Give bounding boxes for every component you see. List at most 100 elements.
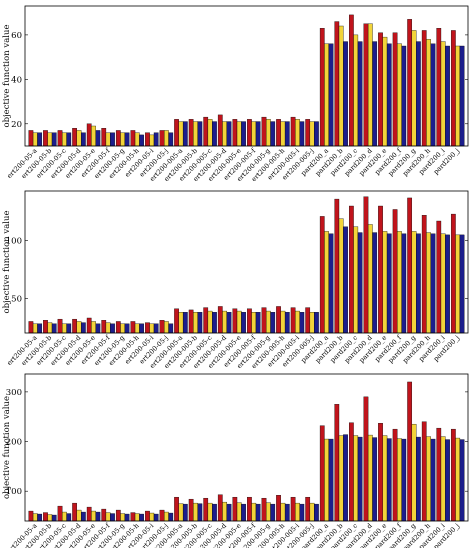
bar-ert200-005-i-s2 [295, 310, 300, 334]
bar-ert200-005-g-s1 [261, 497, 267, 522]
bar-ert200-05-c-s1 [57, 318, 63, 334]
bar-pard200_h-s3 [430, 438, 436, 522]
bar-pard200_c-s1 [349, 205, 354, 334]
bar-ert200-05-f-s3 [110, 323, 115, 334]
bar-pard200_f-s2 [397, 231, 402, 334]
bar-ert200-05-h-s1 [130, 321, 136, 334]
bar-pard200_e-s1 [378, 205, 383, 334]
bar-pard200_b-s3 [343, 434, 348, 522]
bar-ert200-005-c-s1 [203, 497, 209, 522]
bar-ert200-05-f-s2 [105, 512, 111, 522]
y-axis-label: objective function value [2, 24, 12, 127]
bar-ert200-005-i-s3 [299, 503, 305, 522]
bar-ert200-005-j-s3 [314, 312, 319, 334]
bar-ert200-005-c-s1 [203, 116, 209, 147]
bar-ert200-005-f-s1 [247, 308, 252, 334]
bar-ert200-05-e-s1 [86, 317, 92, 334]
bar-ert200-05-g-s2 [120, 323, 126, 334]
bar-ert200-005-e-s1 [232, 308, 238, 334]
bar-ert200-005-e-s2 [236, 502, 242, 522]
bar-ert200-005-f-s2 [251, 121, 257, 147]
bar-ert200-05-i-s3 [153, 323, 159, 334]
bar-ert200-005-i-s1 [290, 496, 296, 522]
bar-pard200_f-s3 [401, 438, 407, 522]
bar-ert200-005-f-s1 [247, 119, 252, 147]
bar-ert200-05-c-s2 [62, 323, 67, 334]
y-tick-label: 100 [6, 237, 22, 247]
bar-ert200-005-b-s3 [197, 121, 203, 147]
bar-pard200_c-s2 [353, 226, 359, 334]
bar-pard200_f-s1 [392, 32, 398, 147]
bar-pard200_j-s1 [450, 428, 456, 522]
bar-ert200-005-a-s2 [178, 121, 184, 147]
bar-ert200-005-g-s1 [261, 307, 267, 334]
bar-pard200_e-s3 [386, 43, 392, 147]
bar-pard200_d-s1 [363, 23, 369, 147]
bar-pard200_f-s1 [392, 428, 398, 522]
bar-ert200-05-d-s1 [72, 318, 77, 334]
bar-pard200_i-s1 [436, 427, 442, 522]
bar-ert200-05-h-s3 [139, 134, 144, 147]
bar-ert200-05-b-s3 [51, 323, 57, 334]
bar-ert200-05-d-s3 [80, 132, 86, 147]
bar-pard200_d-s1 [363, 396, 369, 522]
bar-ert200-005-g-s3 [270, 503, 276, 522]
bar-pard200_d-s1 [363, 196, 369, 334]
bar-ert200-05-i-s3 [153, 513, 159, 522]
bar-pard200_h-s3 [430, 233, 436, 334]
bar-ert200-005-g-s3 [270, 312, 276, 334]
bar-pard200_j-s1 [450, 30, 456, 147]
bar-ert200-005-j-s2 [309, 502, 315, 522]
bar-ert200-05-c-s2 [62, 132, 67, 147]
bar-pard200_g-s3 [416, 41, 421, 147]
bar-pard200_f-s2 [397, 438, 402, 522]
chart-panel-middle: ert200-05-aert200-05-bert200-05-cert200-… [2, 190, 469, 370]
bar-ert200-005-f-s3 [255, 121, 261, 147]
bar-ert200-005-i-s1 [290, 307, 296, 334]
bar-ert200-05-j-s1 [159, 130, 165, 147]
bar-pard200_d-s2 [367, 23, 373, 147]
bar-ert200-05-b-s1 [43, 320, 48, 334]
bar-pard200_c-s2 [353, 435, 359, 522]
bar-ert200-005-a-s3 [182, 503, 188, 522]
bar-ert200-05-h-s1 [130, 130, 136, 147]
y-tick-label: 200 [6, 438, 22, 448]
bar-ert200-005-f-s3 [255, 312, 261, 334]
bar-ert200-05-e-s2 [91, 125, 96, 147]
bar-pard200_i-s3 [445, 439, 450, 522]
bar-ert200-05-c-s1 [57, 130, 63, 147]
bar-ert200-005-b-s2 [193, 121, 198, 147]
bar-pard200_b-s2 [338, 435, 344, 522]
plot-frame [24, 190, 469, 334]
bar-ert200-05-e-s3 [95, 323, 101, 334]
bar-pard200_i-s2 [440, 233, 446, 334]
bar-ert200-05-a-s2 [32, 132, 38, 147]
bar-ert200-05-d-s3 [80, 322, 86, 334]
bar-ert200-05-f-s3 [110, 513, 115, 522]
bar-pard200_f-s3 [401, 233, 407, 334]
bar-ert200-05-h-s1 [130, 512, 136, 522]
bar-ert200-005-d-s1 [217, 306, 223, 334]
bar-pard200_g-s2 [411, 30, 417, 147]
y-axis-label: objective function value [2, 210, 12, 313]
bar-pard200_b-s1 [334, 404, 340, 522]
bar-ert200-05-a-s1 [28, 510, 34, 522]
bar-ert200-005-c-s2 [207, 502, 213, 522]
bar-pard200_a-s3 [328, 233, 334, 334]
y-axis-label: objective function value [2, 396, 12, 499]
bar-ert200-005-d-s2 [222, 310, 228, 334]
chart-panel-top: ert200-05-aert200-05-bert200-05-cert200-… [2, 5, 469, 183]
bar-pard200_e-s2 [382, 36, 388, 147]
bar-ert200-05-b-s3 [51, 514, 57, 522]
bar-pard200_b-s3 [343, 41, 348, 147]
bar-pard200_g-s2 [411, 231, 417, 334]
bar-ert200-05-f-s1 [101, 508, 107, 522]
bar-ert200-05-i-s2 [149, 512, 155, 522]
bar-ert200-05-a-s3 [37, 323, 43, 334]
bar-ert200-05-a-s3 [37, 132, 43, 147]
bar-ert200-05-j-s1 [159, 320, 165, 334]
bar-ert200-05-g-s3 [124, 323, 130, 334]
bar-ert200-05-f-s1 [101, 128, 107, 147]
bar-ert200-005-e-s1 [232, 496, 238, 522]
bar-pard200_f-s2 [397, 43, 402, 147]
